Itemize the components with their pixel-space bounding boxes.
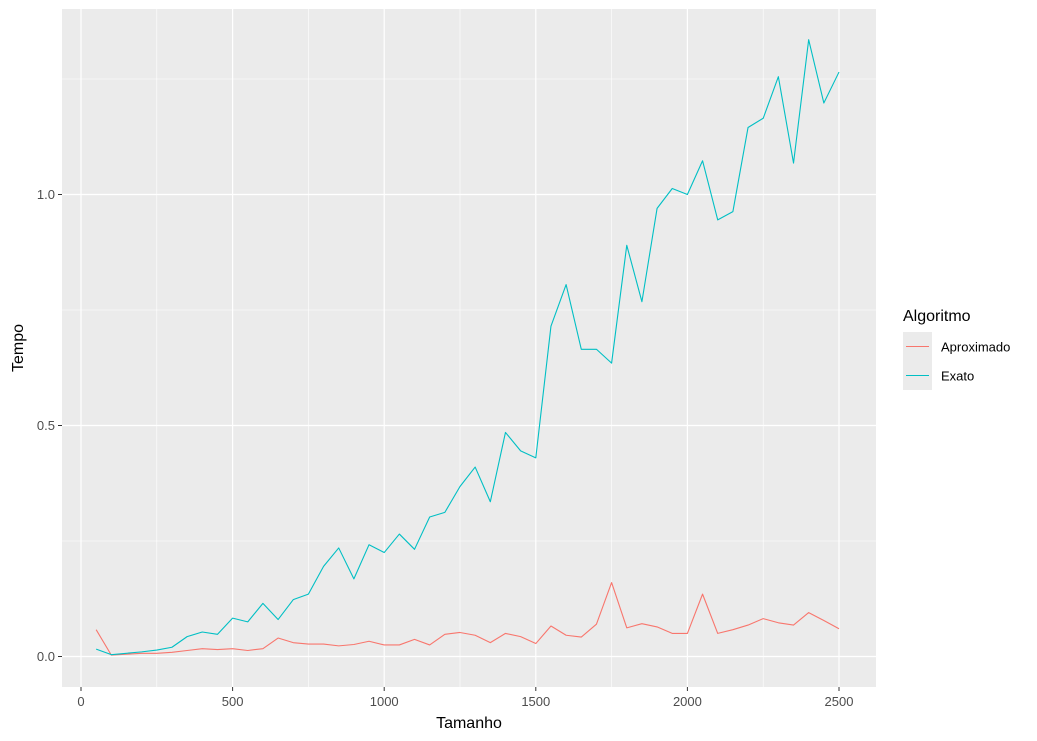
y-tick-labels: 0.0 0.5 1.0 — [37, 187, 55, 664]
plot-panel — [62, 9, 876, 687]
x-tick-label: 1500 — [521, 694, 550, 709]
series-line-aproximado — [95, 582, 840, 656]
y-tick-label: 1.0 — [37, 187, 55, 202]
x-axis-title: Tamanho — [436, 715, 502, 732]
minor-gridlines — [62, 9, 876, 687]
y-tick-label: 0.5 — [37, 418, 55, 433]
y-axis-title: Tempo — [10, 324, 27, 372]
legend-item-exato: Exato — [903, 361, 974, 390]
legend: Algoritmo Aproximado Exato — [903, 308, 1010, 390]
x-tick-label: 500 — [222, 694, 244, 709]
series-lines — [95, 39, 840, 656]
y-tick-label: 0.0 — [37, 649, 55, 664]
legend-label: Aproximado — [941, 340, 1010, 355]
x-tick-label: 1000 — [370, 694, 399, 709]
major-gridlines — [62, 9, 876, 687]
legend-item-aproximado: Aproximado — [903, 332, 1010, 361]
x-tick-label: 2000 — [673, 694, 702, 709]
legend-items: Aproximado Exato — [903, 332, 1010, 390]
x-tick-labels: 0 500 1000 1500 2000 2500 — [77, 694, 853, 709]
legend-title: Algoritmo — [903, 308, 971, 325]
axis-ticks — [58, 194, 840, 691]
series-line-exato — [95, 39, 840, 656]
legend-label: Exato — [941, 369, 974, 384]
x-tick-label: 2500 — [825, 694, 854, 709]
x-tick-label: 0 — [77, 694, 84, 709]
